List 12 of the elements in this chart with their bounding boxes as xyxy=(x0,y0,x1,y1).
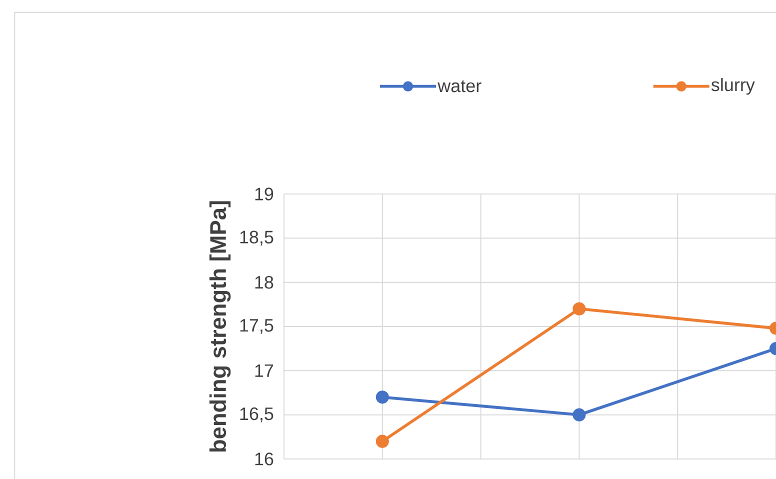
legend-label: slurry xyxy=(711,78,755,95)
y-axis-title: bending strength [MPa] xyxy=(209,201,231,452)
point xyxy=(376,434,389,448)
legend-label: water xyxy=(438,80,482,92)
y-tick-label: 17,5 xyxy=(240,319,274,334)
y-tick-label: 16 xyxy=(255,452,274,466)
y-tick-label: 18 xyxy=(255,276,274,289)
y-tick-label: 18,5 xyxy=(240,230,274,246)
point xyxy=(376,390,389,404)
y-tick-label: 17 xyxy=(255,364,274,377)
y-tick-label: 16,5 xyxy=(240,407,274,422)
y-tick-label: 19 xyxy=(255,188,274,200)
